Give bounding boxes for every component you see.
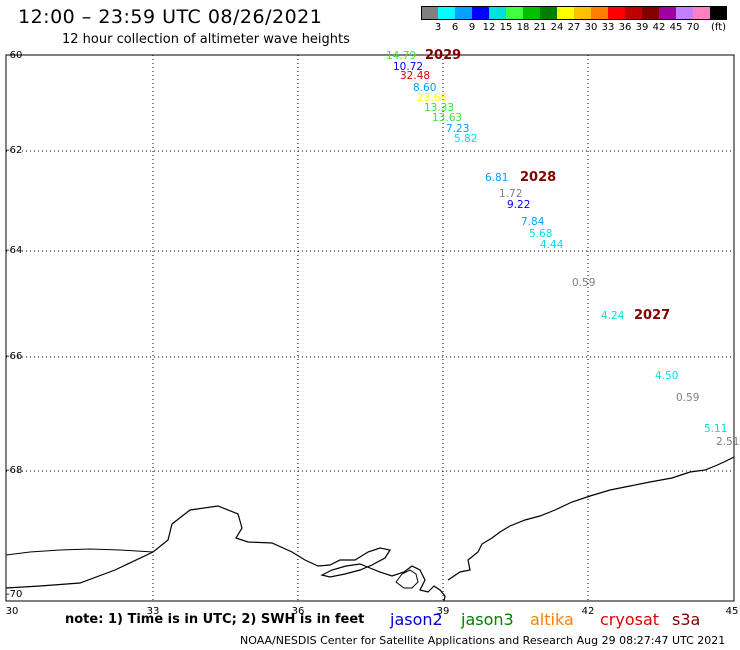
color-scale-swatch (489, 6, 506, 20)
x-label: 39 (436, 606, 450, 617)
wave-height-label: 1.72 (499, 188, 523, 200)
color-scale-swatch (472, 6, 489, 20)
pass-label: 2028 (520, 170, 557, 185)
graticule (6, 55, 734, 601)
color-scale-tick: 70 (686, 22, 700, 33)
color-scale-swatch (506, 6, 523, 20)
wave-height-label: 8.60 (413, 82, 437, 94)
x-label: 36 (291, 606, 305, 617)
color-scale-swatch (710, 6, 727, 20)
legend-cryosat: cryosat (600, 610, 660, 629)
wave-height-label: 2.51 (716, 436, 740, 448)
color-scale-tick: 9 (468, 22, 476, 33)
color-scale-tick: 15 (499, 22, 513, 33)
wave-height-label: 7.84 (521, 216, 545, 228)
color-scale-swatch (625, 6, 642, 20)
wave-height-label: 5.82 (454, 133, 478, 145)
color-scale-swatch (608, 6, 625, 20)
coastline-island (395, 569, 419, 589)
y-label: -60 (6, 50, 23, 61)
color-scale-swatch (642, 6, 659, 20)
wave-height-label: 9.22 (507, 199, 531, 211)
y-label: -68 (6, 465, 23, 476)
wave-height-label: 23.66 (417, 92, 448, 104)
wave-height-label: 4.50 (655, 370, 679, 382)
color-scale-tick: 6 (451, 22, 459, 33)
color-scale-tick: 21 (533, 22, 547, 33)
wave-height-label: 13.33 (424, 102, 455, 114)
y-label: -70 (6, 589, 23, 600)
color-scale-tick: 45 (669, 22, 683, 33)
color-scale-swatch (421, 6, 438, 20)
color-scale-swatch (557, 6, 574, 20)
color-scale-tick: 24 (550, 22, 564, 33)
color-scale-tick: 27 (567, 22, 581, 33)
color-scale-swatch (523, 6, 540, 20)
color-scale-swatch (574, 6, 591, 20)
color-scale-swatch (591, 6, 608, 20)
wave-height-label: 5.11 (704, 423, 728, 435)
map-subtitle: 12 hour collection of altimeter wave hei… (62, 32, 350, 47)
legend-altika: altika (530, 610, 574, 629)
coastline-inlet (5, 548, 154, 556)
color-scale-tick: 12 (482, 22, 496, 33)
wave-height-label: 4.24 (601, 310, 625, 322)
color-scale-tick: 3 (434, 22, 442, 33)
wave-height-label: 14.79 (386, 50, 417, 62)
color-scale-swatch (540, 6, 557, 20)
x-label: 45 (725, 606, 739, 617)
footer-note: note: 1) Time is in UTC; 2) SWH is in fe… (65, 612, 365, 627)
y-label: -62 (6, 145, 23, 156)
color-scale-swatch (676, 6, 693, 20)
wave-height-label: 6.81 (485, 172, 509, 184)
y-label: -66 (6, 351, 23, 362)
color-scale-swatch (693, 6, 710, 20)
legend-s3a: s3a (672, 610, 701, 629)
wave-height-label: 10.72 (393, 61, 424, 73)
pass-label: 2029 (425, 48, 462, 63)
x-label: 33 (146, 606, 160, 617)
color-scale-swatch (438, 6, 455, 20)
color-scale-tick: 18 (516, 22, 530, 33)
wave-height-label: 13.63 (432, 112, 463, 124)
color-scale-swatch (455, 6, 472, 20)
wave-height-label: 0.59 (676, 392, 700, 404)
legend-jason2: jason2 (390, 610, 443, 629)
map-title: 12:00 – 23:59 UTC 08/26/2021 (18, 6, 323, 28)
color-scale-tick: 39 (635, 22, 649, 33)
x-label: 42 (581, 606, 595, 617)
color-scale-tick: 33 (601, 22, 615, 33)
color-scale-tick: 36 (618, 22, 632, 33)
x-label: 30 (5, 606, 19, 617)
pass-label: 2027 (634, 308, 671, 323)
wave-height-label: 0.59 (572, 277, 596, 289)
color-scale-swatch (659, 6, 676, 20)
map-frame (5, 54, 735, 602)
y-label: -64 (6, 245, 23, 256)
color-scale-tick: 30 (584, 22, 598, 33)
color-scale-unit: (ft) (711, 22, 727, 33)
antarctic-coastline (5, 456, 735, 602)
wave-height-label: 4.44 (540, 239, 564, 251)
wave-height-label: 5.68 (529, 228, 553, 240)
wave-height-label: 7.23 (446, 123, 470, 135)
footer-credit: NOAA/NESDIS Center for Satellite Applica… (240, 634, 726, 647)
legend-jason3: jason3 (461, 610, 514, 629)
color-scale-tick: 42 (652, 22, 666, 33)
wave-height-label: 32.48 (400, 70, 431, 82)
